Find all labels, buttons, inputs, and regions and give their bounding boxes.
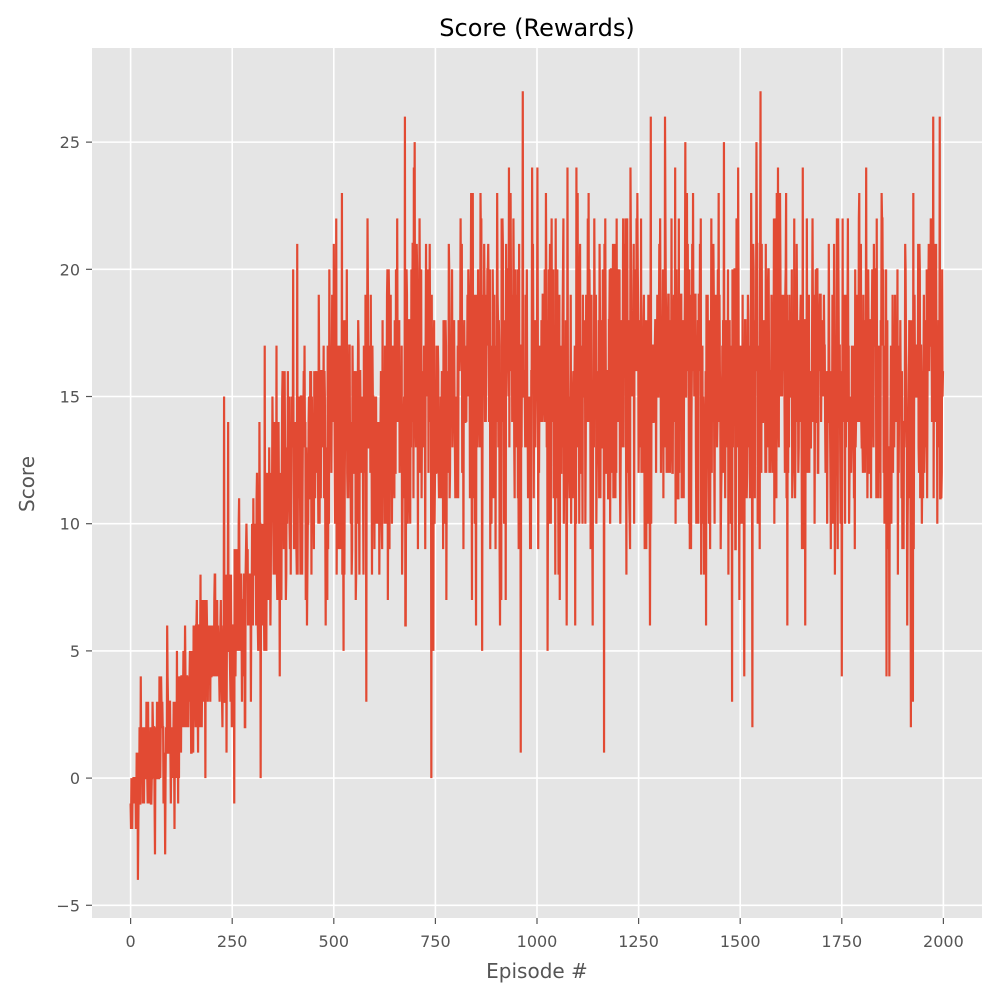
y-tick-label: 10 <box>60 515 80 534</box>
chart-title: Score (Rewards) <box>439 14 634 42</box>
x-tick-label: 1000 <box>517 932 558 951</box>
x-tick-label: 2000 <box>923 932 964 951</box>
y-tick-label: 25 <box>60 133 80 152</box>
x-tick-label: 500 <box>319 932 350 951</box>
x-tick-label: 1750 <box>821 932 862 951</box>
y-axis-ticks: −5 0 5 10 15 20 25 <box>56 133 92 915</box>
series-group <box>129 91 945 880</box>
score-series-line <box>129 91 945 880</box>
y-axis-label: Score <box>15 456 39 512</box>
y-tick-label: 15 <box>60 388 80 407</box>
x-tick-label: 1250 <box>618 932 659 951</box>
y-tick-label: 5 <box>70 642 80 661</box>
x-tick-label: 250 <box>217 932 248 951</box>
x-tick-label: 750 <box>420 932 451 951</box>
x-axis-ticks: 0 250 500 750 1000 1250 1500 1750 2000 <box>126 918 964 951</box>
y-tick-label: 0 <box>70 769 80 788</box>
y-tick-label: 20 <box>60 260 80 279</box>
y-tick-label: −5 <box>56 896 80 915</box>
x-axis-label: Episode # <box>486 959 588 983</box>
x-tick-label: 1500 <box>720 932 761 951</box>
x-tick-label: 0 <box>126 932 136 951</box>
